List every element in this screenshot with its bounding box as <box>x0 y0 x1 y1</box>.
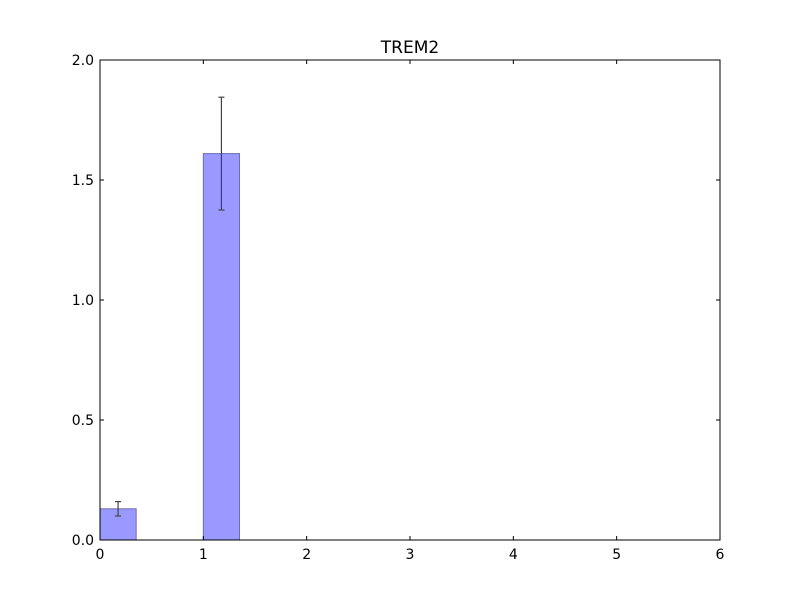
y-tick-label: 0.5 <box>72 413 94 429</box>
x-tick-label: 4 <box>509 547 518 563</box>
x-tick-label: 6 <box>716 547 725 563</box>
error-bar <box>218 96 225 211</box>
y-tick-label: 1.0 <box>72 293 94 309</box>
y-tick-label: 0.0 <box>72 533 94 549</box>
x-tick-label: 2 <box>302 547 311 563</box>
ticks-layer: 0 1 2 3 4 5 6 0.0 0.5 1.0 1.5 2.0 <box>72 53 725 563</box>
y-tick-label: 2.0 <box>72 53 94 69</box>
x-tick-label: 5 <box>612 547 621 563</box>
x-tick-label: 1 <box>199 547 208 563</box>
error-bar <box>115 501 122 517</box>
x-tick-label: 3 <box>406 547 415 563</box>
x-tick-label: 0 <box>96 547 105 563</box>
error-bars-layer <box>115 96 225 517</box>
chart-title: TREM2 <box>380 38 439 58</box>
bar <box>202 153 240 541</box>
y-tick-label: 1.5 <box>72 173 94 189</box>
